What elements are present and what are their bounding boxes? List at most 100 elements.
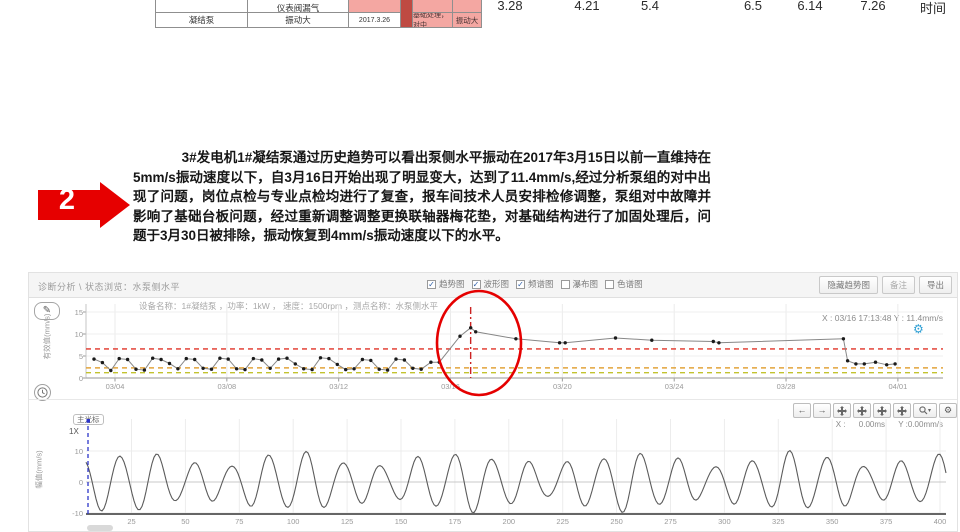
x-tick-label: 275 <box>664 517 677 526</box>
x-tick-label: 375 <box>879 517 893 526</box>
checkbox-item[interactable]: ✓ 波形图 <box>471 278 510 290</box>
x-tick-label: 75 <box>235 517 244 526</box>
x-tick-label: 350 <box>825 517 839 526</box>
checkbox-item[interactable]: 色谱图 <box>605 278 643 290</box>
waveform-y-axis: 10 0 -10 <box>57 419 83 518</box>
expand-y-icon <box>877 405 887 416</box>
x-tick-label: 03/20 <box>552 382 572 391</box>
breadcrumb: 诊断分析 \ 状态浏览：水泵侧水平 <box>38 282 181 292</box>
checkbox-checked-icon[interactable]: ✓ <box>471 279 481 289</box>
table-cell: 2017.3.26 <box>348 12 401 28</box>
x-tick-label: 325 <box>772 517 785 526</box>
trend-chart[interactable] <box>83 304 943 382</box>
y-tick-label: 15 <box>74 307 83 317</box>
expand-x-button[interactable] <box>833 403 851 418</box>
edit-button[interactable]: ✎ <box>34 302 60 320</box>
checkbox-item[interactable]: 瀑布图 <box>560 278 599 290</box>
timeline-label: 4.21 <box>574 0 600 13</box>
pan-left-button[interactable]: ← <box>793 403 811 418</box>
compress-y-button[interactable] <box>893 403 911 418</box>
waveform-x-axis: 25 50 75 100 125 150 175 200 225 250 275 300 325 350 3… <box>86 517 956 527</box>
timeline-label: 时间 <box>919 1 946 16</box>
x-tick-label: 200 <box>502 517 516 526</box>
x-tick-label: 03/08 <box>217 382 237 391</box>
x-tick-label: 175 <box>448 517 462 526</box>
y-tick-label: 10 <box>74 329 83 339</box>
checkbox-unchecked-icon[interactable] <box>605 279 615 289</box>
timeline-label: 3.28 <box>497 0 523 13</box>
x-tick-label: 03/24 <box>664 382 684 391</box>
table-cell: 振动大 <box>247 12 349 28</box>
y-tick-label: 0 <box>78 477 83 487</box>
pencil-icon: ✎ <box>42 305 52 316</box>
trend-x-axis: 03/04 03/08 03/12 03/16 03/20 03/24 03/28 04/01 <box>86 382 946 394</box>
step-2-arrow <box>38 182 130 228</box>
waveform-chart[interactable] <box>85 419 947 515</box>
pan-right-button[interactable]: → <box>813 403 831 418</box>
x-tick-label: 400 <box>933 517 947 526</box>
caret-down-icon: ▾ <box>927 407 931 414</box>
checkbox-item[interactable]: ✓ 趋势图 <box>427 278 465 290</box>
timeline-label: 5.4 <box>640 0 660 13</box>
checkbox-item[interactable]: ✓ 频谱图 <box>516 278 554 290</box>
trend-y-axis: 15 10 5 0 <box>59 304 83 388</box>
device-info-text: 设备名称：1#凝结泵 ，功率：1kW ， 速度：1500rpm ，测点名称：水泵… <box>139 301 438 311</box>
timeline-label: 7.26 <box>860 0 886 13</box>
x-tick-label: 50 <box>181 517 190 526</box>
x-tick-label: 03/12 <box>329 382 349 391</box>
x-tick-label: 250 <box>610 517 623 526</box>
notes-button[interactable]: 备注 <box>881 276 915 294</box>
magnifier-icon <box>919 406 928 415</box>
table-cell: 振动大 <box>452 12 482 28</box>
compress-x-button[interactable] <box>853 403 871 418</box>
table-cell: 凝结泵 <box>155 12 248 28</box>
waveform-cursor-readout: X : 0.00ms Y :0.00mm/s <box>835 420 943 429</box>
export-button[interactable]: 导出 <box>918 276 952 294</box>
checkbox-label: 趋势图 <box>439 279 465 289</box>
checkbox-label: 波形图 <box>483 279 510 289</box>
hide-trend-button[interactable]: 隐藏趋势图 <box>819 276 878 294</box>
trend-y-axis-label: 有效值(mm/s) <box>42 313 52 360</box>
x-tick-label: 225 <box>556 517 569 526</box>
app-header: 诊断分析 \ 状态浏览：水泵侧水平 ✓ 趋势图 ✓ 波形图 ✓ 频谱图 瀑布图 色谱图 隐藏趋… <box>29 273 957 298</box>
checkbox-label: 频谱图 <box>528 279 554 289</box>
timeline-label: 6.14 <box>797 0 823 13</box>
checkbox-unchecked-icon[interactable] <box>560 279 570 289</box>
cursor-1x-label: 1X <box>69 427 79 436</box>
arrow-right-icon: → <box>817 405 827 415</box>
y-tick-label: -10 <box>72 508 83 518</box>
history-time-button[interactable] <box>34 384 51 401</box>
y-tick-label: 5 <box>78 351 83 361</box>
x-tick-label: 25 <box>127 517 136 526</box>
trend-cursor-readout: X : 03/16 17:13:48 Y : 11.4mm/s <box>822 313 943 323</box>
waveform-y-axis-label: 幅值(mm/s) <box>34 450 44 489</box>
chart-type-checkboxes: ✓ 趋势图 ✓ 波形图 ✓ 频谱图 瀑布图 色谱图 <box>427 278 643 290</box>
x-tick-label: 125 <box>340 517 354 526</box>
scrollbar-thumb[interactable] <box>87 525 113 531</box>
x-tick-label: 03/16 <box>441 382 460 391</box>
header-buttons: 隐藏趋势图 备注 导出 <box>819 276 952 294</box>
checkbox-label: 瀑布图 <box>572 279 599 289</box>
table-cell: 基础处理，对中 <box>412 12 453 28</box>
checkbox-checked-icon[interactable]: ✓ <box>427 279 436 289</box>
x-tick-label: 100 <box>286 517 300 526</box>
diagnostic-app-panel: 诊断分析 \ 状态浏览：水泵侧水平 ✓ 趋势图 ✓ 波形图 ✓ 频谱图 瀑布图 色谱图 隐藏趋… <box>28 272 958 532</box>
zoom-select-button[interactable]: ▾ <box>913 403 937 418</box>
expand-y-button[interactable] <box>873 403 891 418</box>
settings-gear-icon[interactable]: ⚙ <box>913 322 924 336</box>
y-tick-label: 0 <box>78 373 83 383</box>
arrow-left-icon: ← <box>797 405 807 415</box>
step-number: 2 <box>58 184 76 216</box>
waveform-settings-button[interactable]: ⚙ <box>939 403 957 418</box>
compress-x-icon <box>857 405 867 416</box>
analysis-paragraph: 3#发电机1#凝结泵通过历史趋势可以看出泵侧水平振动在2017年3月15日以前一… <box>133 150 711 244</box>
x-tick-label: 04/01 <box>888 382 908 391</box>
checkbox-checked-icon[interactable]: ✓ <box>516 279 526 289</box>
timeline-label: 6.5 <box>743 0 763 13</box>
gear-icon: ⚙ <box>943 405 953 415</box>
waveform-toolbar: ← → ▾ ⚙ <box>793 403 957 418</box>
compress-y-icon <box>897 405 907 416</box>
clock-icon <box>37 387 48 398</box>
chart-divider <box>29 399 957 400</box>
